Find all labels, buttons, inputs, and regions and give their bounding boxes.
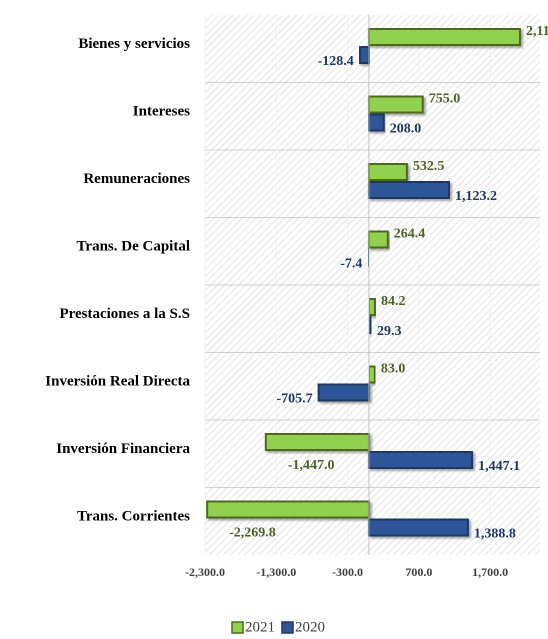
category-label: Trans. De Capital: [77, 239, 190, 255]
bar: [367, 518, 469, 537]
value-label: 264.4: [394, 227, 426, 242]
bar: [367, 451, 474, 469]
bar: [367, 113, 385, 132]
bar: [367, 181, 450, 199]
value-label: 1,447.1: [478, 459, 520, 474]
category-label: Inversión Real Directa: [45, 374, 190, 390]
bar: [367, 298, 376, 316]
value-label: -128.4: [318, 54, 354, 69]
bar: [264, 433, 370, 451]
category-label: Remuneraciones: [83, 171, 190, 187]
legend-label: 2021: [245, 619, 275, 635]
x-tick-label: -1,300.0: [256, 565, 296, 579]
bar: [367, 163, 408, 181]
legend-label: 2020: [295, 619, 325, 635]
value-label: 2,118.6: [526, 24, 548, 39]
value-label: 1,123.2: [455, 189, 497, 204]
category-label: Inversión Financiera: [56, 441, 190, 457]
legend-swatch: [281, 621, 294, 634]
value-label: 29.3: [377, 324, 402, 339]
bar: [358, 46, 370, 64]
bar: [317, 383, 370, 402]
legend-swatch: [231, 621, 244, 634]
category-label: Prestaciones a la S.S: [59, 306, 190, 322]
value-label: -2,269.8: [229, 526, 276, 541]
x-tick-label: -300.0: [332, 565, 363, 579]
value-label: 83.0: [381, 362, 406, 377]
bar: [206, 500, 370, 519]
bar: [367, 365, 376, 384]
value-label: -7.4: [340, 257, 362, 272]
value-label: 1,388.8: [474, 527, 516, 542]
value-label: 755.0: [429, 92, 461, 107]
value-label: 84.2: [381, 294, 406, 309]
x-tick-label: -2,300.0: [185, 565, 225, 579]
value-label: -705.7: [276, 392, 312, 407]
bar: [367, 95, 424, 114]
category-label: Intereses: [133, 104, 190, 120]
category-label: Bienes y servicios: [78, 36, 190, 52]
bar: [367, 28, 521, 46]
bar: [367, 230, 389, 249]
x-tick-label: 1,700.0: [472, 565, 508, 579]
x-tick-label: 700.0: [405, 565, 432, 579]
value-label: -1,447.0: [288, 458, 335, 473]
value-label: 208.0: [390, 122, 422, 137]
value-label: 532.5: [413, 159, 445, 174]
category-label: Trans. Corrientes: [77, 509, 190, 525]
